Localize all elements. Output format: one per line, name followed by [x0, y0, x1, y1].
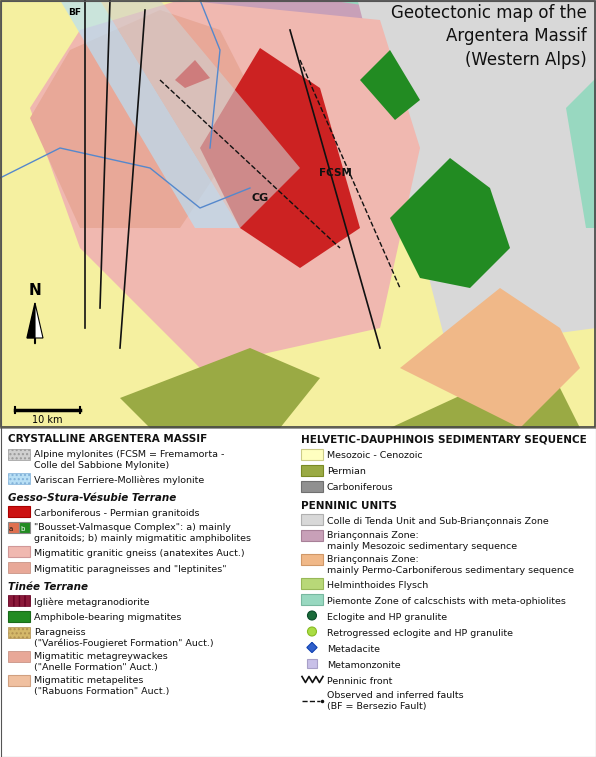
- Circle shape: [308, 627, 316, 636]
- Text: Carboniferous: Carboniferous: [327, 484, 393, 493]
- Text: BF: BF: [68, 8, 81, 17]
- Bar: [8, 675, 30, 686]
- Polygon shape: [100, 0, 300, 228]
- Polygon shape: [27, 303, 35, 338]
- Polygon shape: [200, 48, 360, 268]
- Polygon shape: [390, 158, 510, 288]
- Bar: [8, 473, 30, 484]
- Text: Briançonnais Zone:
mainly Mesozoic sedimentary sequence: Briançonnais Zone: mainly Mesozoic sedim…: [327, 531, 517, 551]
- Bar: [8, 449, 30, 460]
- Text: Piemonte Zone of calcschists with meta-ophiolites: Piemonte Zone of calcschists with meta-o…: [327, 597, 566, 606]
- Text: Alpine mylonites (FCSM = Fremamorta -
Colle del Sabbione Mylonite): Alpine mylonites (FCSM = Fremamorta - Co…: [34, 450, 224, 470]
- Text: Observed and inferred faults
(BF = Bersezio Fault): Observed and inferred faults (BF = Berse…: [327, 691, 464, 711]
- Text: HELVETIC-DAUPHINOIS SEDIMENTARY SEQUENCE: HELVETIC-DAUPHINOIS SEDIMENTARY SEQUENCE: [301, 434, 586, 444]
- Text: CG: CG: [252, 193, 269, 203]
- Text: Paragneiss
("Varélios-Fougieret Formation" Auct.): Paragneiss ("Varélios-Fougieret Formatio…: [34, 628, 213, 648]
- Text: Permian: Permian: [327, 468, 366, 476]
- Polygon shape: [60, 0, 240, 228]
- Bar: [301, 465, 323, 476]
- Text: Penninic front: Penninic front: [327, 677, 392, 686]
- Bar: [1, 1, 595, 427]
- Text: Briançonnais Zone:
mainly Permo-Carboniferous sedimentary sequence: Briançonnais Zone: mainly Permo-Carbonif…: [327, 555, 574, 575]
- Polygon shape: [400, 288, 580, 428]
- Bar: [8, 546, 30, 557]
- Text: Migmatitic metapelites
("Rabuons Formation" Auct.): Migmatitic metapelites ("Rabuons Formati…: [34, 676, 169, 696]
- Polygon shape: [358, 0, 596, 348]
- Bar: [301, 594, 323, 605]
- Bar: [8, 595, 30, 606]
- Text: N: N: [29, 283, 41, 298]
- Text: Eclogite and HP granulite: Eclogite and HP granulite: [327, 612, 447, 621]
- Bar: [301, 449, 323, 460]
- Text: Gesso-Stura-Vésubie Terrane: Gesso-Stura-Vésubie Terrane: [8, 493, 176, 503]
- Text: Colle di Tenda Unit and Sub-Briançonnais Zone: Colle di Tenda Unit and Sub-Briançonnais…: [327, 516, 549, 525]
- Bar: [0, 0, 596, 428]
- Bar: [301, 481, 323, 492]
- Text: Geotectonic map of the
Argentera Massif
(Western Alps): Geotectonic map of the Argentera Massif …: [391, 4, 587, 69]
- Bar: [8, 651, 30, 662]
- Text: Helminthoides Flysch: Helminthoides Flysch: [327, 581, 429, 590]
- Bar: [8, 506, 30, 517]
- Polygon shape: [30, 0, 420, 368]
- Text: Variscan Ferriere-Mollières mylonite: Variscan Ferriere-Mollières mylonite: [34, 475, 204, 484]
- Polygon shape: [200, 0, 596, 208]
- Bar: [8, 611, 30, 622]
- Text: Amphibole-bearing migmatites: Amphibole-bearing migmatites: [34, 613, 181, 622]
- Polygon shape: [390, 368, 580, 428]
- Bar: [8, 522, 19, 533]
- Text: Iglière metagranodiorite: Iglière metagranodiorite: [34, 597, 150, 607]
- Polygon shape: [120, 348, 320, 428]
- Bar: [307, 659, 317, 668]
- Text: b: b: [20, 526, 24, 532]
- Text: Retrogressed eclogite and HP granulite: Retrogressed eclogite and HP granulite: [327, 628, 513, 637]
- Bar: [19, 522, 30, 533]
- Text: CRYSTALLINE ARGENTERA MASSIF: CRYSTALLINE ARGENTERA MASSIF: [8, 434, 207, 444]
- Text: a: a: [9, 526, 13, 532]
- Text: FCSM: FCSM: [319, 168, 352, 178]
- Polygon shape: [35, 303, 43, 338]
- Text: Migmatitic granitic gneiss (anatexites Auct.): Migmatitic granitic gneiss (anatexites A…: [34, 549, 244, 557]
- Polygon shape: [328, 0, 596, 40]
- Text: Carboniferous - Permian granitoids: Carboniferous - Permian granitoids: [34, 509, 200, 518]
- Text: Metadacite: Metadacite: [327, 644, 380, 653]
- Bar: [301, 514, 323, 525]
- Text: "Bousset-Valmasque Complex": a) mainly
granitoids; b) mainly migmatitic amphibol: "Bousset-Valmasque Complex": a) mainly g…: [34, 523, 251, 543]
- Text: Metamonzonite: Metamonzonite: [327, 661, 401, 669]
- Polygon shape: [175, 60, 210, 88]
- Text: 10 km: 10 km: [32, 415, 63, 425]
- Polygon shape: [30, 10, 260, 228]
- Polygon shape: [566, 78, 596, 228]
- Polygon shape: [307, 643, 317, 653]
- Circle shape: [308, 611, 316, 620]
- Polygon shape: [360, 50, 420, 120]
- Bar: [301, 554, 323, 565]
- Bar: [8, 627, 30, 638]
- Bar: [8, 562, 30, 573]
- Text: Migmatitic paragneisses and "leptinites": Migmatitic paragneisses and "leptinites": [34, 565, 226, 574]
- Text: PENNINIC UNITS: PENNINIC UNITS: [301, 501, 397, 511]
- Text: Tinée Terrane: Tinée Terrane: [8, 582, 88, 592]
- Bar: [301, 578, 323, 589]
- Text: Migmatitic metagreywackes
("Anelle Formation" Auct.): Migmatitic metagreywackes ("Anelle Forma…: [34, 652, 167, 672]
- Text: Mesozoic - Cenozoic: Mesozoic - Cenozoic: [327, 451, 423, 460]
- Bar: [301, 530, 323, 541]
